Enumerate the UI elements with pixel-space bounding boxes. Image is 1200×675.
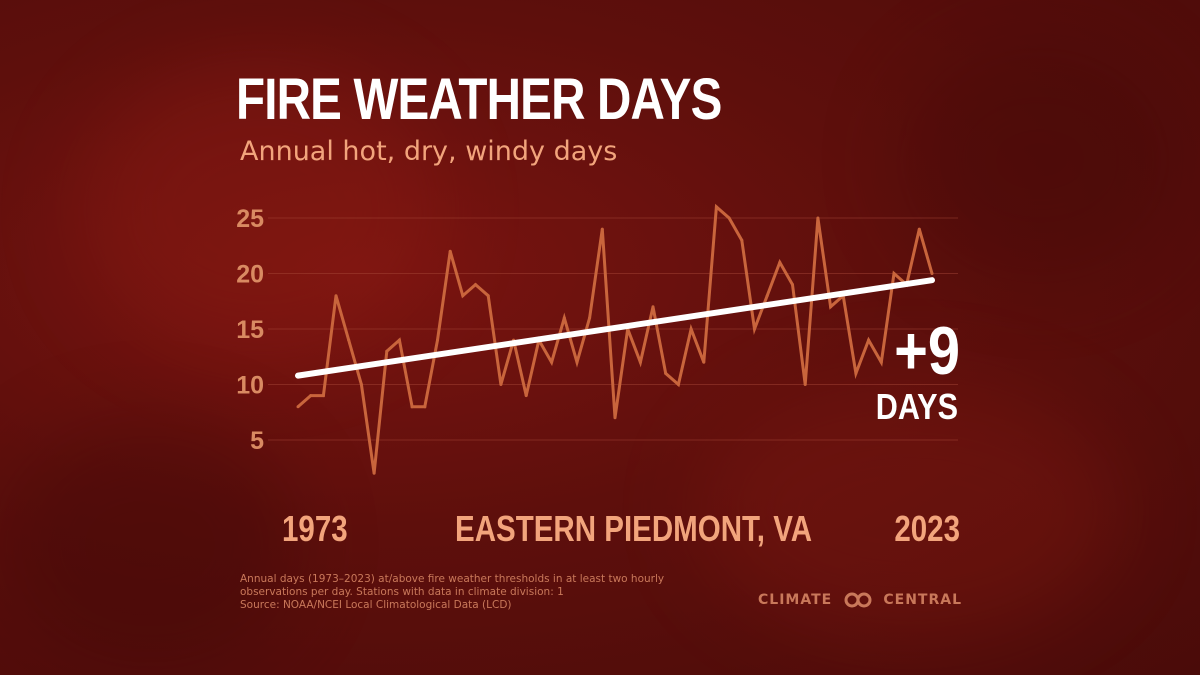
trend-delta-unit: DAYS (875, 386, 958, 427)
data-point (816, 216, 820, 220)
data-point (613, 416, 617, 420)
series-line (297, 203, 934, 474)
data-point (791, 283, 794, 287)
data-point (372, 471, 376, 475)
data-point (676, 383, 680, 386)
data-point (524, 394, 528, 398)
data-point (740, 238, 744, 242)
data-point (651, 305, 655, 309)
data-point (702, 360, 706, 364)
data-point (562, 316, 566, 320)
data-point (765, 294, 769, 298)
chart-title: FIRE WEATHER DAYS (236, 67, 722, 132)
y-tick-label: 20 (236, 261, 264, 289)
data-point (714, 205, 718, 209)
y-tick-label: 5 (250, 427, 264, 455)
y-tick-label: 25 (236, 205, 264, 233)
data-point (296, 405, 300, 409)
data-point (600, 227, 604, 231)
data-point (727, 216, 731, 220)
footnote: Annual days (1973–2023) at/above fire we… (240, 573, 665, 612)
trend-delta-value: +9 (894, 313, 960, 389)
start-year-label: 1973 (282, 508, 348, 549)
data-point (550, 360, 554, 364)
data-point (309, 394, 313, 398)
logo-text-right: CENTRAL (883, 592, 962, 608)
data-point (854, 371, 858, 375)
footnote-line: observations per day. Stations with data… (240, 586, 564, 598)
y-axis-ticks: 5 10 15 20 25 (236, 205, 264, 455)
data-point (321, 394, 325, 398)
footnote-line: Annual days (1973–2023) at/above fire we… (240, 573, 665, 585)
data-point (588, 316, 592, 320)
data-point (575, 360, 579, 364)
data-point (410, 405, 414, 409)
data-point (423, 405, 427, 409)
data-point (867, 338, 871, 342)
data-point (436, 338, 439, 342)
region-label: EASTERN PIEDMONT, VA (455, 508, 813, 549)
data-point (753, 327, 756, 331)
data-series (296, 203, 934, 475)
chart-subtitle: Annual hot, dry, windy days (240, 136, 618, 167)
data-point (879, 360, 883, 364)
data-point (397, 338, 401, 342)
y-tick-label: 15 (236, 316, 264, 344)
logo-rings-icon (844, 592, 872, 608)
data-point (930, 272, 934, 275)
end-year-label: 2023 (894, 508, 960, 549)
data-point (474, 283, 477, 287)
data-point (486, 294, 490, 298)
data-point (334, 294, 338, 298)
logo-text-left: CLIMATE (758, 592, 833, 608)
y-tick-label: 10 (236, 372, 264, 400)
trend (295, 277, 935, 379)
data-point (917, 227, 921, 231)
climate-central-logo: CLIMATE CENTRAL (758, 592, 962, 608)
trend-line (295, 277, 935, 379)
data-point (461, 294, 465, 298)
data-point (347, 338, 351, 342)
data-point (499, 383, 503, 386)
data-point (385, 349, 389, 353)
data-point (803, 383, 807, 386)
footnote-line: Source: NOAA/NCEI Local Climatological D… (240, 599, 512, 611)
data-point (892, 272, 896, 275)
data-point (448, 249, 452, 253)
data-point (359, 383, 363, 386)
data-point (664, 371, 668, 375)
data-point (778, 260, 782, 264)
data-point (829, 305, 833, 309)
data-point (638, 360, 642, 364)
data-point (689, 327, 693, 331)
